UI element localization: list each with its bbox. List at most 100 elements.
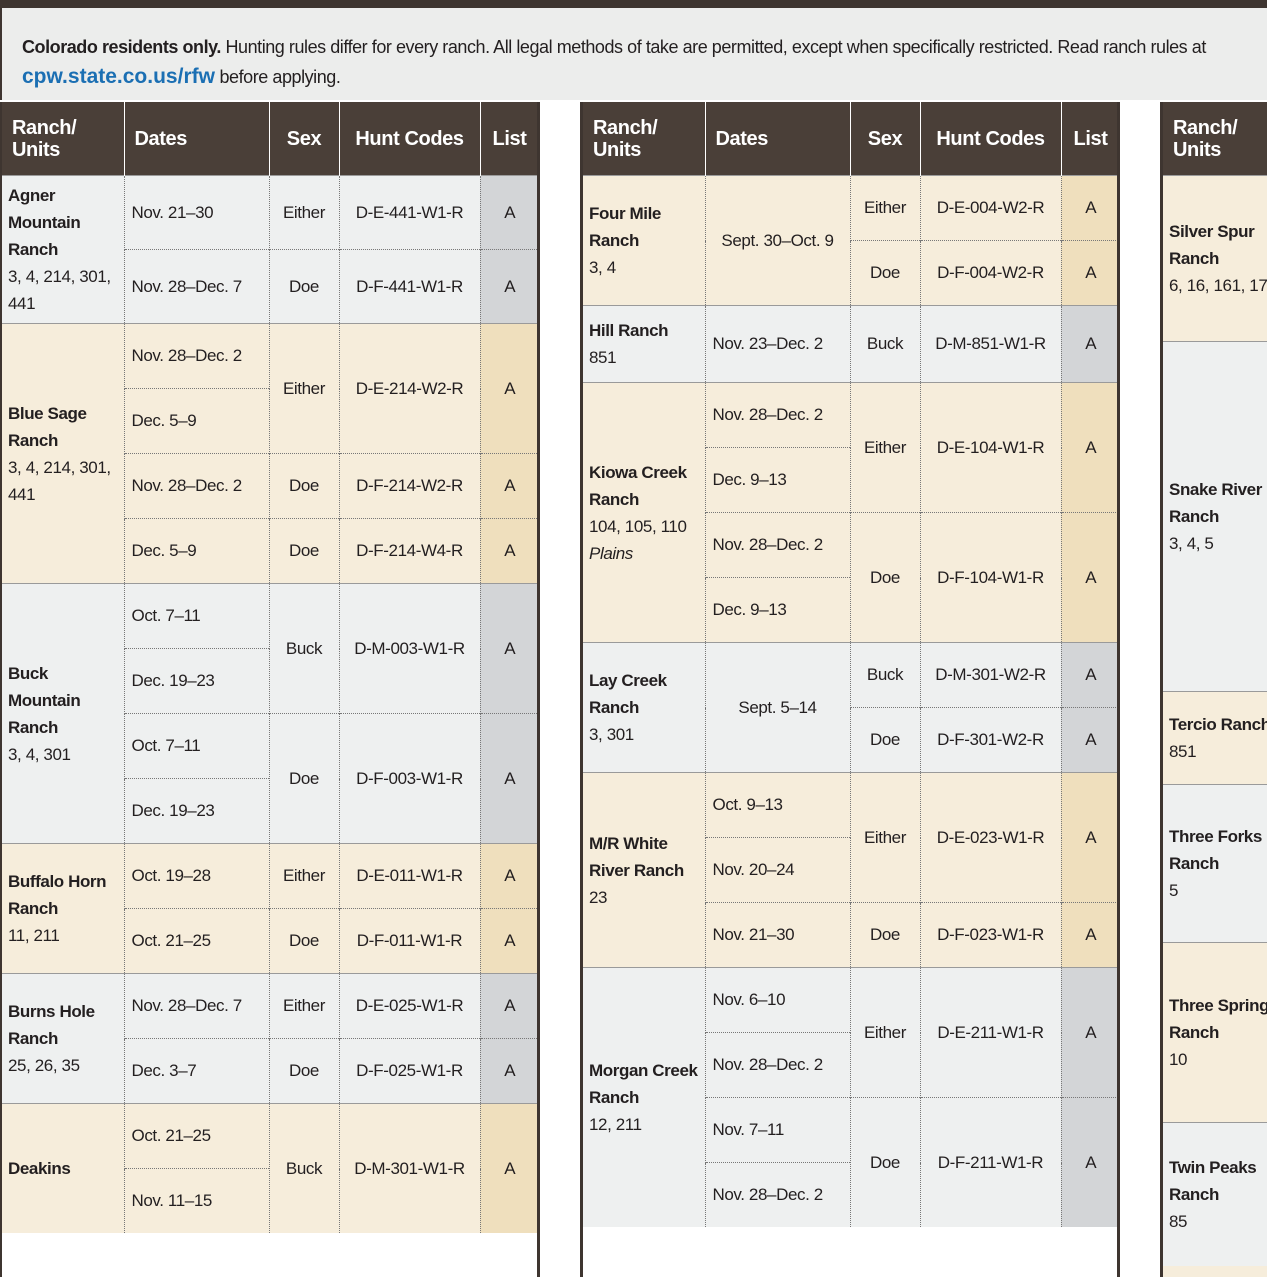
hunt-row: Nov. 28–Dec. 2 Doe D-F-214-W2-R A	[2, 453, 537, 519]
list-cell: A	[1060, 902, 1117, 968]
intro-after: before applying.	[219, 67, 341, 87]
hunt-table: Ranch/ Units Dates Sex Hunt Codes List Agner …	[2, 102, 537, 1233]
header-row: Ranch/ Units	[1163, 102, 1267, 176]
dates-cell: Sept. 30–Oct. 9	[704, 175, 850, 306]
ranch-units: 3, 4, 5	[1169, 534, 1214, 553]
hunt-code-cell: D-F-004-W2-R	[919, 240, 1061, 306]
ranch-row: Twin Peaks Ranch 85	[1163, 1122, 1267, 1266]
hunt-code-cell: D-F-211-W1-R	[919, 1097, 1061, 1227]
intro-link[interactable]: cpw.state.co.us/rfw	[22, 65, 215, 88]
ranch-cell: M/R White River Ranch 23	[583, 772, 705, 968]
hunt-code-cell: D-E-004-W2-R	[919, 175, 1061, 241]
list-cell: A	[479, 583, 537, 714]
list-cell: A	[479, 713, 537, 844]
list-cell: A	[1060, 240, 1117, 306]
hunt-code-cell: D-E-023-W1-R	[919, 772, 1061, 903]
hunt-row: Nov. 11–15	[2, 1168, 537, 1233]
list-cell: A	[1060, 772, 1117, 903]
ranch-name: M/R White River Ranch	[589, 833, 684, 880]
hunt-code-cell: D-E-011-W1-R	[338, 843, 480, 909]
ranch-units: 3, 4, 301	[8, 744, 71, 764]
ranch-cell: Hill Ranch 851	[583, 305, 705, 383]
sex-cell: Either	[849, 175, 920, 241]
list-cell: A	[479, 175, 537, 250]
sex-cell: Doe	[268, 453, 339, 519]
hunt-code-cell: D-F-214-W4-R	[338, 518, 480, 584]
intro: Colorado residents only. Hunting rules d…	[0, 8, 1267, 100]
sex-cell: Either	[849, 772, 920, 903]
dates-cell: Dec. 9–13	[704, 577, 850, 643]
dates-cell: Nov. 28–Dec. 2	[704, 1162, 850, 1227]
dates-cell: Dec. 5–9	[123, 388, 269, 454]
sex-cell: Either	[268, 843, 339, 909]
ranch-units: 3, 4	[589, 258, 616, 277]
hunt-row: Blue Sage Ranch 3, 4, 214, 301, 441 Nov. 2…	[2, 323, 537, 584]
list-cell: A	[1060, 382, 1117, 513]
sex-cell: Either	[268, 175, 339, 250]
sex-cell: Doe	[268, 1038, 339, 1104]
list-cell: A	[479, 908, 537, 974]
hunt-row: Dec. 19–23	[2, 778, 537, 844]
dates-cell: Oct. 7–11	[123, 583, 269, 649]
dates-cell: Dec. 19–23	[123, 778, 269, 844]
ranch-cell: Buffalo Horn Ranch 11, 211	[2, 843, 124, 974]
hunt-row: Oct. 7–11 Doe D-F-003-W1-R A	[2, 713, 537, 844]
list-cell: A	[1060, 1097, 1117, 1227]
column-header: Sex	[269, 102, 340, 176]
sex-cell: Doe	[268, 713, 339, 844]
ranch-units: 10	[1169, 1050, 1188, 1069]
sex-cell: Doe	[849, 512, 920, 643]
sex-cell: Buck	[268, 583, 339, 714]
column-header: Hunt Codes	[920, 102, 1062, 176]
sex-cell: Either	[849, 382, 920, 513]
list-cell: A	[479, 843, 537, 909]
ranch-cell: Kiowa Creek Ranch 104, 105, 110 Plains	[583, 382, 705, 643]
hunt-code-cell: D-E-211-W1-R	[919, 967, 1061, 1098]
ranch-name: Buck Mountain Ranch	[8, 663, 81, 737]
column-header: List	[1061, 102, 1117, 176]
hunt-code-cell: D-F-003-W1-R	[338, 713, 480, 844]
ranch-units: 5	[1169, 881, 1179, 900]
hunt-code-cell: D-E-025-W1-R	[338, 973, 480, 1039]
ranch-cell: Blue Sage Ranch 3, 4, 214, 301, 441	[2, 323, 124, 584]
sex-cell: Doe	[849, 707, 920, 773]
hunt-row: Nov. 28–Dec. 7 Doe D-F-441-W1-R A	[2, 249, 537, 324]
ranch-note: Plains	[589, 543, 633, 563]
sex-cell: Doe	[268, 518, 339, 584]
header-row: Ranch/ Units Dates Sex Hunt Codes List	[2, 102, 537, 176]
sex-cell: Buck	[268, 1103, 339, 1233]
ranch-cell: Lay Creek Ranch 3, 301	[583, 642, 705, 773]
dates-cell: Nov. 11–15	[123, 1168, 269, 1233]
list-cell: A	[479, 1038, 537, 1104]
hunt-row: Nov. 28–Dec. 2	[583, 1032, 1117, 1098]
sex-cell: Either	[849, 967, 920, 1098]
sex-cell: Either	[268, 323, 339, 454]
ranch-name: Morgan Creek Ranch	[589, 1061, 698, 1107]
dates-cell: Nov. 20–24	[704, 837, 850, 903]
dates-cell: Oct. 7–11	[123, 713, 269, 779]
hunt-row: Dec. 9–13	[583, 447, 1117, 513]
list-cell: A	[479, 249, 537, 324]
ranch-cell: Snake River Ranch 3, 4, 5	[1163, 341, 1267, 692]
sex-cell: Either	[268, 973, 339, 1039]
ranch-units: 851	[1169, 742, 1197, 761]
sex-cell: Doe	[849, 240, 920, 306]
ranch-name: Agner Mountain Ranch	[8, 186, 81, 259]
hunt-table: Ranch/ Units Silver Spur Ranch 6, 16, 161,…	[1163, 102, 1267, 1266]
ranch-cell: Deakins	[2, 1103, 124, 1233]
hunt-row: Burns Hole Ranch 25, 26, 35 Nov. 28–Dec. 7…	[2, 973, 537, 1104]
dates-cell: Dec. 5–9	[123, 518, 269, 584]
dates-cell: Oct. 19–28	[123, 843, 269, 909]
sex-cell: Doe	[268, 908, 339, 974]
ranch-units: 12, 211	[589, 1115, 642, 1134]
dates-cell: Nov. 28–Dec. 7	[123, 249, 269, 324]
column-header: List	[480, 102, 537, 176]
ranch-units: 23	[589, 887, 608, 907]
ranch-units: 851	[589, 348, 617, 367]
list-cell: A	[479, 323, 537, 454]
ranch-name: Three Springs Ranch	[1169, 996, 1267, 1042]
column-header: Hunt Codes	[339, 102, 481, 176]
column-header: Ranch/ Units	[2, 102, 125, 176]
hunt-row: Doe D-F-004-W2-R A	[583, 240, 1117, 306]
